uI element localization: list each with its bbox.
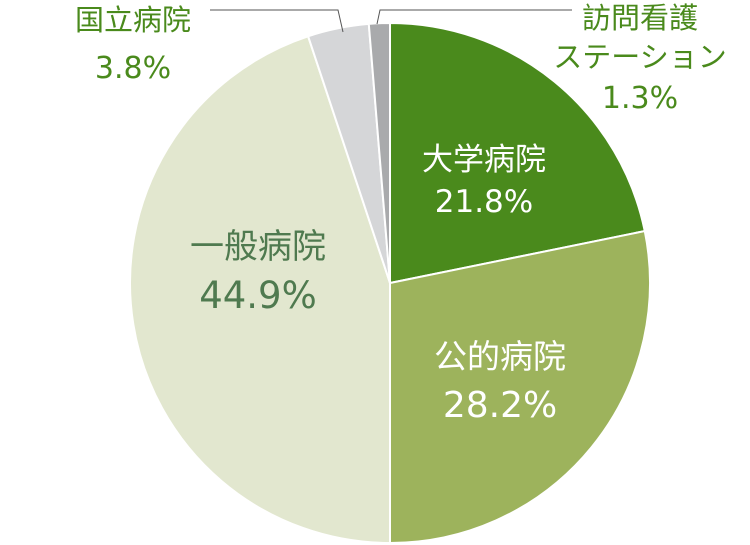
pie-slice-daigaku [389,21,646,285]
leader-line-kokuritsu [210,9,344,33]
slice-label-houmon-line2: ステーション [553,40,726,74]
slice-label-kouteki: 公的病院 [434,337,566,376]
slice-label-ippan: 一般病院 [190,227,326,267]
slice-label-daigaku: 大学病院 [422,142,546,178]
slice-value-kouteki: 28.2% [443,385,557,426]
leader-line-houmon [376,9,572,25]
pie-slice-kouteki [389,229,651,545]
pie-slice-ippan [129,34,391,545]
slice-value-daigaku: 21.8% [435,184,533,220]
slice-label-houmon: 訪問看護 [582,1,698,35]
slice-label-kokuritsu: 国立病院 [75,3,191,37]
slice-value-kokuritsu: 3.8% [95,51,171,86]
leader-lines [210,9,572,33]
pie-slice-houmon [367,21,391,284]
slice-value-houmon: 1.3% [602,81,678,116]
pie-slices [129,21,651,545]
slice-value-ippan: 44.9% [199,274,317,317]
